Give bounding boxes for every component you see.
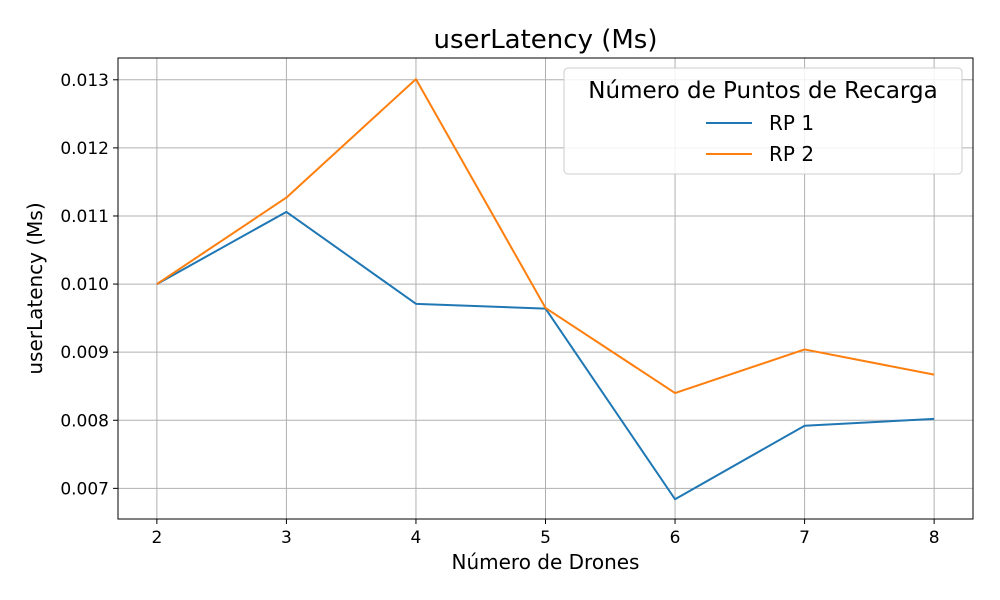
y-tick-label: 0.007 xyxy=(60,479,109,499)
x-tick-label: 8 xyxy=(929,528,940,548)
legend-box xyxy=(563,67,963,175)
x-axis-title: Número de Drones xyxy=(452,550,640,574)
y-tick-label: 0.011 xyxy=(60,207,109,227)
x-tick-label: 4 xyxy=(411,528,422,548)
series-line-rp-2 xyxy=(156,78,935,395)
legend: Número de Puntos de Recarga RP 1 RP 2 xyxy=(563,67,963,175)
x-tick-label: 6 xyxy=(670,528,681,548)
y-tick-label: 0.010 xyxy=(60,275,109,295)
y-tick-label: 0.013 xyxy=(60,71,109,91)
tick-layer: 2 3 4 5 6 7 8 0.007 0.008 0.009 0.010 0.011 0.012 0.0… xyxy=(60,71,939,548)
legend-title: Número de Puntos de Recarga xyxy=(588,78,937,104)
series-layer xyxy=(156,78,935,501)
legend-label-rp-1: RP 1 xyxy=(769,111,814,135)
y-tick-label: 0.008 xyxy=(60,411,109,431)
legend-entries: RP 1 RP 2 xyxy=(706,111,814,166)
x-tick-label: 7 xyxy=(799,528,810,548)
chart-title: userLatency (Ms) xyxy=(433,25,657,55)
y-tick-label: 0.009 xyxy=(60,343,109,363)
x-tick-label: 3 xyxy=(281,528,292,548)
x-tick-label: 5 xyxy=(540,528,551,548)
x-tick-label: 2 xyxy=(151,528,162,548)
y-axis-title: userLatency (Ms) xyxy=(23,202,47,374)
y-tick-label: 0.012 xyxy=(60,139,109,159)
legend-label-rp-2: RP 2 xyxy=(769,142,814,166)
